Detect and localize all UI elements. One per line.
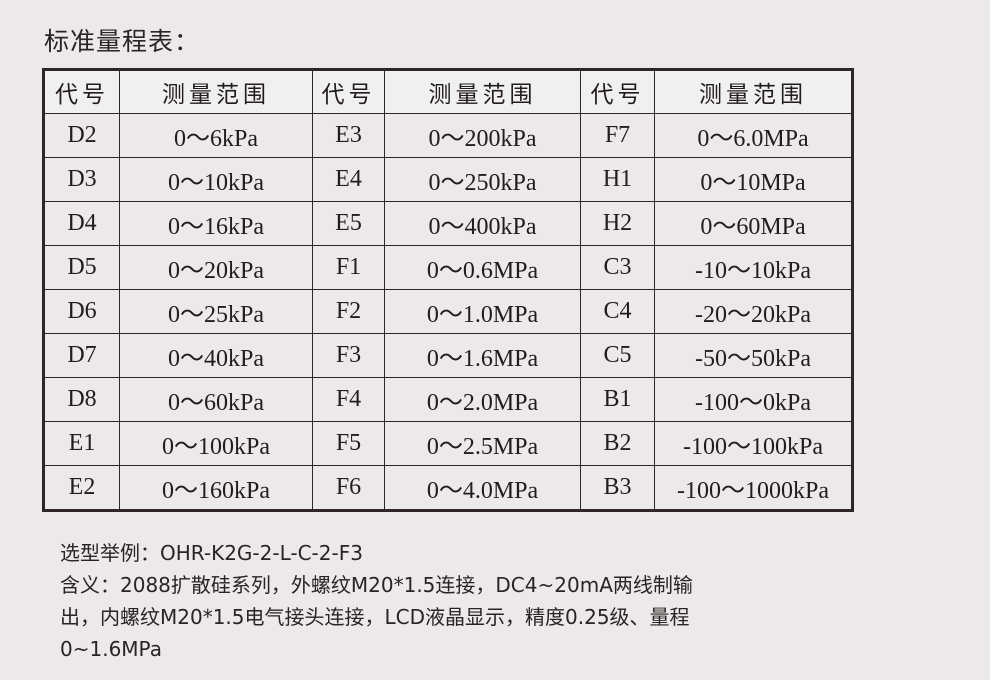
code-cell: D6 — [43, 289, 120, 334]
table-row: D8 0～60kPa F4 0～2.0MPa B1 -100～0kPa — [43, 377, 853, 422]
code-cell: B3 — [580, 465, 655, 511]
page-title: 标准量程表： — [44, 27, 201, 56]
code-cell: D8 — [43, 377, 120, 422]
code-cell: D3 — [43, 157, 120, 202]
range-cell: 0～100kPa — [119, 421, 313, 466]
range-cell: 0～1.0MPa — [384, 289, 581, 334]
range-cell: 0～400kPa — [384, 201, 581, 246]
table-row: E2 0～160kPa F6 0～4.0MPa B3 -100～1000kPa — [43, 465, 853, 511]
range-cell: -50～50kPa — [654, 333, 853, 378]
meaning-line: 出，内螺纹M20*1.5电气接头连接，LCD液晶显示，精度0.25级、量程 — [60, 605, 690, 629]
range-cell: 0～1.6MPa — [384, 333, 581, 378]
range-cell: 0～20kPa — [119, 245, 313, 290]
table-row: D7 0～40kPa F3 0～1.6MPa C5 -50～50kPa — [43, 333, 853, 378]
range-cell: -10～10kPa — [654, 245, 853, 290]
code-cell: C3 — [580, 245, 655, 290]
code-cell: F6 — [312, 465, 385, 511]
range-cell: -20～20kPa — [654, 289, 853, 334]
code-cell: D4 — [43, 201, 120, 246]
range-cell: 0～25kPa — [119, 289, 313, 334]
code-cell: F7 — [580, 113, 655, 158]
column-header-code: 代号 — [312, 69, 385, 114]
code-cell: F1 — [312, 245, 385, 290]
selection-notes: 选型举例：OHR-K2G-2-L-C-2-F3 含义：2088扩散硅系列，外螺纹… — [60, 537, 860, 665]
code-cell: E2 — [43, 465, 120, 511]
table-row: D2 0～6kPa E3 0～200kPa F7 0～6.0MPa — [43, 113, 853, 158]
table-row: D6 0～25kPa F2 0～1.0MPa C4 -20～20kPa — [43, 289, 853, 334]
code-cell: F5 — [312, 421, 385, 466]
code-cell: H1 — [580, 157, 655, 202]
code-cell: H2 — [580, 201, 655, 246]
code-cell: E4 — [312, 157, 385, 202]
code-cell: C5 — [580, 333, 655, 378]
range-cell: 0～0.6MPa — [384, 245, 581, 290]
range-cell: -100～0kPa — [654, 377, 853, 422]
code-cell: D5 — [43, 245, 120, 290]
range-cell: 0～60kPa — [119, 377, 313, 422]
code-cell: B1 — [580, 377, 655, 422]
range-cell: 0～40kPa — [119, 333, 313, 378]
code-cell: E5 — [312, 201, 385, 246]
column-header-range: 测量范围 — [654, 69, 853, 114]
range-cell: 0～250kPa — [384, 157, 581, 202]
code-cell: E3 — [312, 113, 385, 158]
code-cell: E1 — [43, 421, 120, 466]
range-cell: 0～60MPa — [654, 201, 853, 246]
range-cell: 0～2.0MPa — [384, 377, 581, 422]
code-cell: D7 — [43, 333, 120, 378]
range-cell: -100～1000kPa — [654, 465, 853, 511]
table-row: D4 0～16kPa E5 0～400kPa H2 0～60MPa — [43, 201, 853, 246]
column-header-code: 代号 — [43, 69, 120, 114]
code-cell: C4 — [580, 289, 655, 334]
range-cell: 0～10kPa — [119, 157, 313, 202]
code-cell: F2 — [312, 289, 385, 334]
range-cell: 0～4.0MPa — [384, 465, 581, 511]
range-cell: 0～6kPa — [119, 113, 313, 158]
code-cell: D2 — [43, 113, 120, 158]
range-cell: 0～10MPa — [654, 157, 853, 202]
range-cell: 0～200kPa — [384, 113, 581, 158]
meaning-line: 含义：2088扩散硅系列，外螺纹M20*1.5连接，DC4~20mA两线制输 — [60, 573, 693, 597]
meaning-line: 0~1.6MPa — [60, 637, 162, 661]
table-row: D3 0～10kPa E4 0～250kPa H1 0～10MPa — [43, 157, 853, 202]
code-cell: F3 — [312, 333, 385, 378]
code-cell: B2 — [580, 421, 655, 466]
range-cell: -100～100kPa — [654, 421, 853, 466]
table-row: D5 0～20kPa F1 0～0.6MPa C3 -10～10kPa — [43, 245, 853, 290]
column-header-code: 代号 — [580, 69, 655, 114]
range-cell: 0～6.0MPa — [654, 113, 853, 158]
range-table: 代号 测量范围 代号 测量范围 代号 测量范围 D2 0～6kPa E3 0～200k… — [42, 68, 854, 512]
code-cell: F4 — [312, 377, 385, 422]
range-cell: 0～16kPa — [119, 201, 313, 246]
column-header-range: 测量范围 — [119, 69, 313, 114]
range-cell: 0～160kPa — [119, 465, 313, 511]
range-cell: 0～2.5MPa — [384, 421, 581, 466]
column-header-range: 测量范围 — [384, 69, 581, 114]
selection-example: 选型举例：OHR-K2G-2-L-C-2-F3 — [60, 541, 363, 565]
table-row: E1 0～100kPa F5 0～2.5MPa B2 -100～100kPa — [43, 421, 853, 466]
table-header-row: 代号 测量范围 代号 测量范围 代号 测量范围 — [43, 69, 853, 114]
